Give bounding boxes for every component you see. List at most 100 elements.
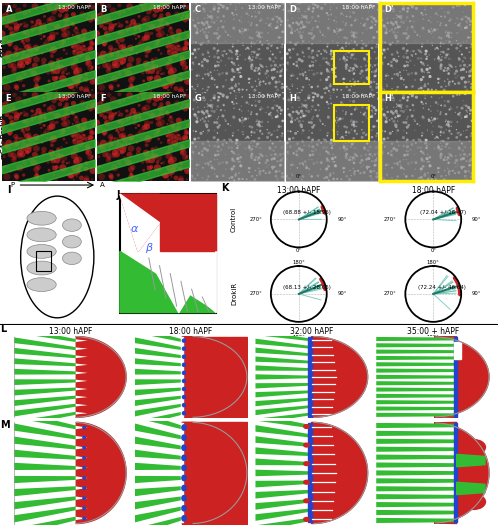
Circle shape [245, 137, 247, 139]
Circle shape [420, 171, 421, 172]
Circle shape [316, 161, 319, 164]
Circle shape [410, 72, 413, 74]
Circle shape [220, 109, 222, 111]
Circle shape [217, 159, 218, 160]
Circle shape [318, 110, 320, 111]
Circle shape [165, 12, 171, 17]
Circle shape [472, 97, 474, 99]
Circle shape [327, 27, 330, 29]
Circle shape [167, 79, 169, 81]
Circle shape [372, 156, 373, 157]
Circle shape [406, 49, 409, 52]
Circle shape [155, 27, 161, 32]
Circle shape [167, 178, 170, 181]
Circle shape [231, 82, 232, 83]
Circle shape [320, 72, 323, 74]
Circle shape [345, 22, 347, 24]
Circle shape [305, 166, 308, 169]
Circle shape [125, 70, 132, 77]
Circle shape [210, 15, 213, 18]
Ellipse shape [461, 439, 486, 455]
Circle shape [330, 172, 331, 174]
Circle shape [77, 78, 81, 81]
Circle shape [3, 54, 8, 59]
Circle shape [246, 12, 248, 15]
Polygon shape [255, 480, 310, 487]
Ellipse shape [303, 498, 310, 503]
Circle shape [10, 152, 16, 158]
Circle shape [337, 30, 339, 32]
Ellipse shape [303, 443, 310, 447]
Circle shape [217, 132, 218, 134]
Circle shape [185, 41, 190, 46]
Circle shape [110, 136, 114, 140]
Circle shape [304, 16, 307, 19]
Circle shape [149, 89, 152, 93]
Circle shape [342, 57, 345, 60]
Circle shape [402, 21, 405, 24]
Circle shape [304, 99, 306, 101]
Circle shape [217, 153, 220, 156]
Circle shape [311, 145, 315, 148]
Circle shape [0, 18, 5, 23]
Circle shape [101, 129, 108, 135]
Circle shape [434, 59, 436, 61]
Circle shape [333, 20, 335, 21]
Circle shape [13, 45, 18, 50]
Circle shape [119, 134, 124, 139]
Circle shape [349, 104, 352, 107]
Circle shape [459, 23, 461, 25]
Circle shape [446, 34, 449, 37]
Circle shape [238, 64, 240, 66]
Circle shape [327, 151, 330, 154]
Circle shape [467, 112, 468, 113]
Polygon shape [76, 486, 88, 490]
Circle shape [389, 30, 390, 32]
Circle shape [7, 62, 13, 68]
Circle shape [213, 145, 216, 147]
Circle shape [468, 75, 471, 77]
Circle shape [470, 147, 471, 149]
Circle shape [16, 75, 23, 82]
Circle shape [352, 78, 354, 80]
Circle shape [300, 35, 303, 38]
Polygon shape [255, 499, 310, 510]
Circle shape [98, 173, 105, 180]
Circle shape [218, 62, 220, 63]
Ellipse shape [182, 387, 186, 391]
Circle shape [465, 147, 466, 148]
Circle shape [0, 38, 5, 44]
Circle shape [296, 93, 297, 94]
Circle shape [76, 68, 82, 73]
Circle shape [66, 37, 70, 40]
Circle shape [47, 79, 51, 82]
Circle shape [354, 80, 356, 84]
Circle shape [83, 48, 87, 53]
Circle shape [339, 29, 340, 31]
Circle shape [297, 11, 299, 12]
Polygon shape [14, 450, 76, 460]
Circle shape [248, 29, 249, 30]
Circle shape [180, 17, 183, 20]
Circle shape [325, 57, 328, 60]
Circle shape [302, 69, 303, 70]
Circle shape [325, 78, 328, 81]
Circle shape [259, 153, 262, 156]
Circle shape [207, 86, 210, 88]
Circle shape [362, 132, 365, 135]
Circle shape [353, 84, 356, 86]
Circle shape [231, 146, 233, 149]
Circle shape [400, 75, 401, 76]
Circle shape [290, 102, 291, 103]
Circle shape [256, 53, 259, 56]
Circle shape [405, 175, 408, 178]
Circle shape [20, 58, 25, 63]
Circle shape [144, 143, 148, 147]
Circle shape [455, 155, 457, 157]
Circle shape [104, 31, 108, 35]
Circle shape [336, 122, 337, 123]
Circle shape [271, 18, 274, 21]
Circle shape [174, 45, 181, 51]
Circle shape [130, 86, 134, 89]
Circle shape [393, 11, 394, 13]
